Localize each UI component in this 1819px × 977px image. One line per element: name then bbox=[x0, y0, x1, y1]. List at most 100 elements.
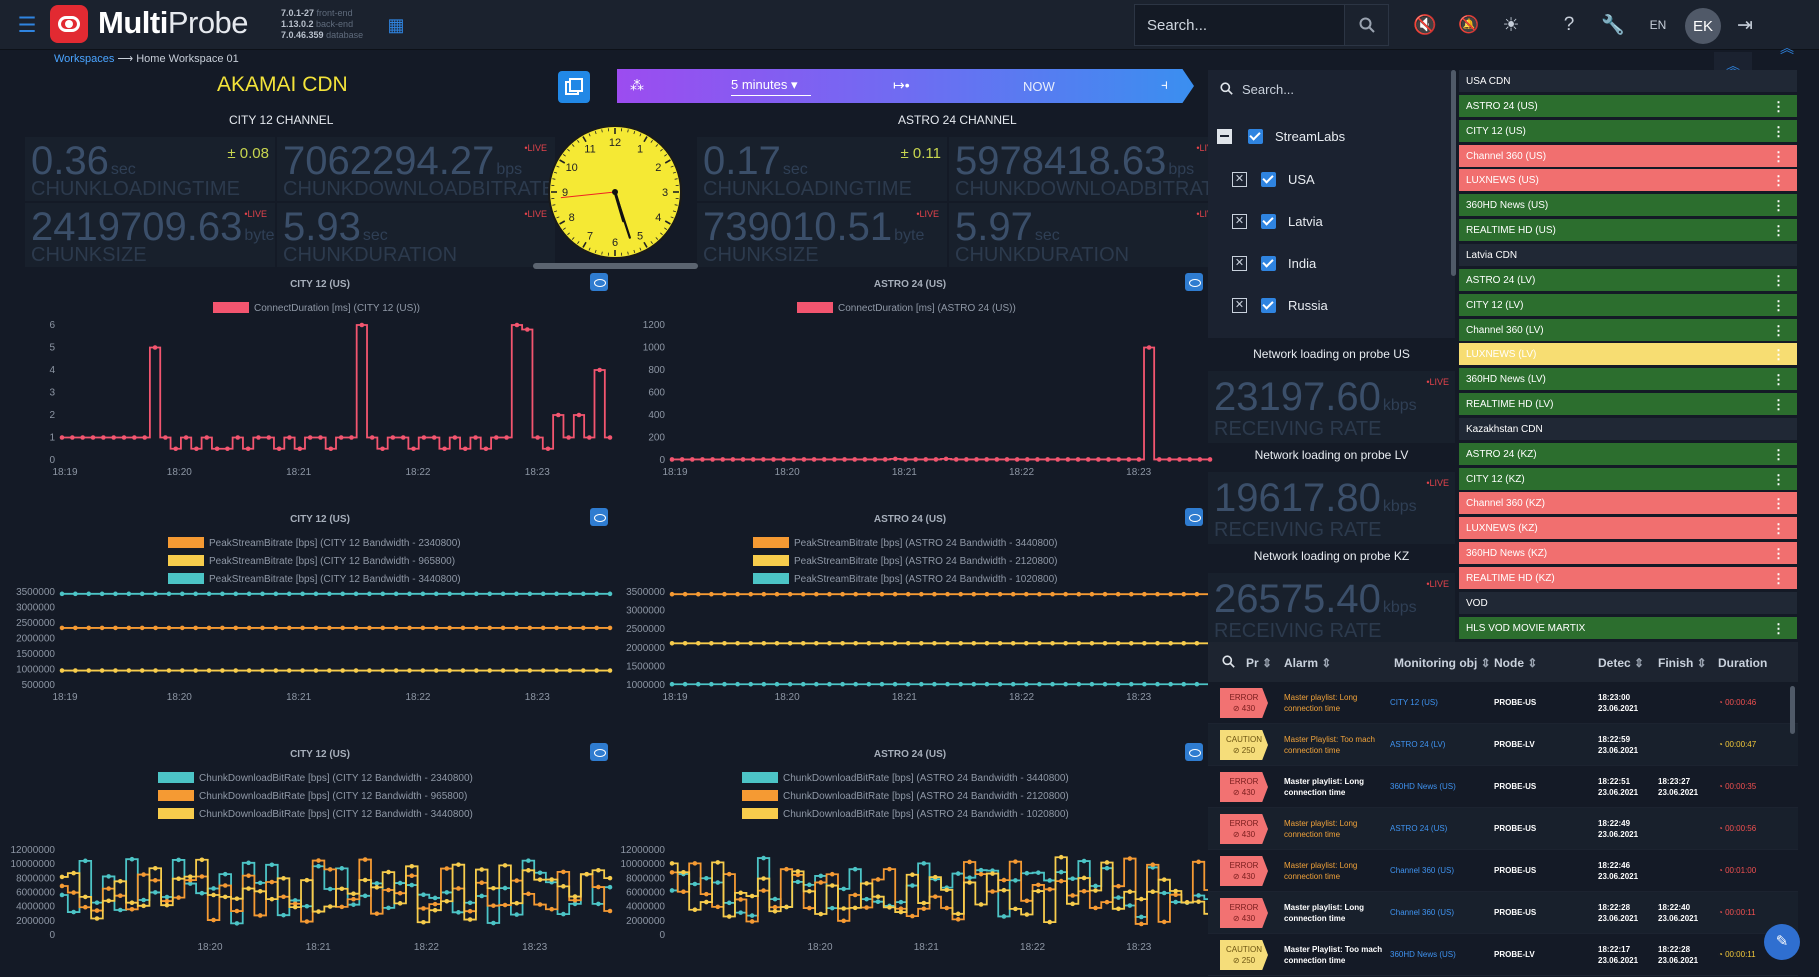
jump-icon[interactable]: ↦• bbox=[893, 77, 910, 93]
column-header[interactable]: Pr ⇕ bbox=[1246, 656, 1273, 670]
kebab-menu-icon[interactable]: ⋮ bbox=[1772, 446, 1785, 462]
now-button[interactable]: NOW bbox=[1023, 79, 1055, 94]
channel-item[interactable]: Channel 360 (KZ) ⋮ bbox=[1459, 492, 1797, 516]
kebab-menu-icon[interactable]: ⋮ bbox=[1772, 173, 1785, 189]
column-header[interactable]: Monitoring obj ⇕ bbox=[1394, 656, 1491, 670]
column-header[interactable]: Duration bbox=[1718, 656, 1768, 670]
remove-icon[interactable]: ✕ bbox=[1232, 172, 1247, 187]
kebab-menu-icon[interactable]: ⋮ bbox=[1772, 198, 1785, 214]
filter-item-latvia[interactable]: ✕ Latvia bbox=[1232, 214, 1323, 229]
table-row[interactable]: ERROR ⊘ 430 Master playlist: Long connecti… bbox=[1208, 808, 1798, 850]
eye-toggle-icon[interactable] bbox=[590, 508, 608, 526]
dashboard-grid-icon[interactable]: ▦ bbox=[387, 14, 405, 35]
collapse-group-icon[interactable] bbox=[1217, 129, 1232, 144]
monitoring-object-link[interactable]: ASTRO 24 (US) bbox=[1390, 824, 1448, 833]
filter-scrollbar[interactable] bbox=[1451, 70, 1456, 276]
monitoring-object-link[interactable]: Channel 360 (US) bbox=[1390, 908, 1455, 917]
breadcrumb-link-workspaces[interactable]: Workspaces bbox=[54, 53, 115, 65]
kebab-menu-icon[interactable]: ⋮ bbox=[1772, 272, 1785, 288]
column-header[interactable]: Finish ⇕ bbox=[1658, 656, 1707, 670]
eye-toggle-icon[interactable] bbox=[590, 273, 608, 291]
channel-item[interactable]: CITY 12 (US) ⋮ bbox=[1459, 119, 1797, 143]
channel-item[interactable]: Channel 360 (US) ⋮ bbox=[1459, 144, 1797, 168]
kebab-menu-icon[interactable]: ⋮ bbox=[1772, 223, 1785, 239]
eye-toggle-icon[interactable] bbox=[1185, 273, 1203, 291]
monitoring-object-link[interactable]: 360HD News (US) bbox=[1390, 950, 1456, 959]
alarm-scrollbar[interactable] bbox=[1790, 686, 1795, 734]
eye-toggle-icon[interactable] bbox=[590, 743, 608, 761]
remove-icon[interactable]: ✕ bbox=[1232, 214, 1247, 229]
column-header[interactable]: Node ⇕ bbox=[1494, 656, 1538, 670]
column-header[interactable]: Alarm ⇕ bbox=[1284, 656, 1332, 670]
scheme-icon[interactable]: ⁂ bbox=[630, 77, 644, 93]
kebab-menu-icon[interactable]: ⋮ bbox=[1772, 546, 1785, 562]
sort-icon[interactable]: ⇕ bbox=[1258, 656, 1273, 670]
filter-item-russia[interactable]: ✕ Russia bbox=[1232, 298, 1328, 313]
channel-item[interactable]: REALTIME HD (LV) ⋮ bbox=[1459, 393, 1797, 417]
help-icon[interactable]: ? bbox=[1563, 14, 1575, 35]
kebab-menu-icon[interactable]: ⋮ bbox=[1772, 98, 1785, 114]
checkbox-russia[interactable] bbox=[1261, 298, 1276, 313]
channel-group-header[interactable]: Kazakhstan CDN bbox=[1459, 417, 1797, 441]
edit-icon[interactable]: ✎ bbox=[1764, 924, 1800, 960]
kebab-menu-icon[interactable]: ⋮ bbox=[1772, 347, 1785, 363]
sort-icon[interactable]: ⇕ bbox=[1318, 656, 1332, 670]
channel-group-header[interactable]: Latvia CDN bbox=[1459, 243, 1797, 267]
table-row[interactable]: ERROR ⊘ 430 Master playlist: Long connecti… bbox=[1208, 682, 1798, 724]
eye-toggle-icon[interactable] bbox=[1185, 743, 1203, 761]
language-selector[interactable]: EN bbox=[1649, 18, 1667, 32]
search-input[interactable]: Search... bbox=[1134, 4, 1345, 46]
channel-item[interactable]: CITY 12 (KZ) ⋮ bbox=[1459, 467, 1797, 491]
table-row[interactable]: CAUTION ⊘ 250 Master Playlist: Too mach co… bbox=[1208, 724, 1798, 766]
channel-item[interactable]: ASTRO 24 (KZ) ⋮ bbox=[1459, 442, 1797, 466]
channel-item[interactable]: HLS VOD MOVIE MARTIX ⋮ bbox=[1459, 616, 1797, 640]
monitoring-object-link[interactable]: 360HD News (US) bbox=[1390, 782, 1456, 791]
table-row[interactable]: ERROR ⊘ 430 Master playlist: Long connecti… bbox=[1208, 892, 1798, 934]
hamburger-menu-icon[interactable]: ☰ bbox=[17, 13, 37, 37]
filter-search-input[interactable]: Search... bbox=[1208, 70, 1448, 108]
filter-item-india[interactable]: ✕ India bbox=[1232, 256, 1316, 271]
remove-icon[interactable]: ✕ bbox=[1232, 256, 1247, 271]
toggle-view-button[interactable] bbox=[558, 71, 590, 103]
kebab-menu-icon[interactable]: ⋮ bbox=[1772, 496, 1785, 512]
channel-item[interactable]: LUXNEWS (LV) ⋮ bbox=[1459, 343, 1797, 367]
time-range-select[interactable]: 5 minutes ▾ bbox=[731, 77, 811, 96]
monitoring-object-link[interactable]: CITY 12 (US) bbox=[1390, 698, 1438, 707]
kebab-menu-icon[interactable]: ⋮ bbox=[1772, 148, 1785, 164]
kebab-menu-icon[interactable]: ⋮ bbox=[1772, 471, 1785, 487]
checkbox-streamlabs[interactable] bbox=[1248, 129, 1263, 144]
channel-item[interactable]: ASTRO 24 (US) ⋮ bbox=[1459, 94, 1797, 118]
table-row[interactable]: CAUTION ⊘ 250 Master Playlist: Too mach co… bbox=[1208, 934, 1798, 976]
channel-item[interactable]: ASTRO 24 (LV) ⋮ bbox=[1459, 268, 1797, 292]
clock-scrollbar[interactable] bbox=[533, 263, 698, 269]
monitoring-object-link[interactable]: Channel 360 (US) bbox=[1390, 866, 1455, 875]
remove-icon[interactable]: ✕ bbox=[1232, 298, 1247, 313]
kebab-menu-icon[interactable]: ⋮ bbox=[1772, 372, 1785, 388]
search-icon[interactable] bbox=[1222, 655, 1235, 668]
wrench-icon[interactable]: 🔧 bbox=[1601, 15, 1625, 36]
channel-item[interactable]: LUXNEWS (US) ⋮ bbox=[1459, 169, 1797, 193]
channel-item[interactable]: LUXNEWS (KZ) ⋮ bbox=[1459, 517, 1797, 541]
channel-group-header[interactable]: USA CDN bbox=[1459, 70, 1797, 93]
kebab-menu-icon[interactable]: ⋮ bbox=[1772, 297, 1785, 313]
kebab-menu-icon[interactable]: ⋮ bbox=[1772, 123, 1785, 139]
channel-item[interactable]: CITY 12 (LV) ⋮ bbox=[1459, 293, 1797, 317]
channel-group-header[interactable]: VOD bbox=[1459, 591, 1797, 615]
sort-icon[interactable]: ⇕ bbox=[1477, 656, 1491, 670]
kebab-menu-icon[interactable]: ⋮ bbox=[1772, 571, 1785, 586]
sort-icon[interactable]: ⇕ bbox=[1693, 656, 1707, 670]
channel-item[interactable]: REALTIME HD (KZ) ⋮ bbox=[1459, 567, 1797, 590]
mute-icon[interactable]: 🔇 bbox=[1413, 15, 1437, 36]
checkbox-usa[interactable] bbox=[1261, 172, 1276, 187]
channel-item[interactable]: Channel 360 (LV) ⋮ bbox=[1459, 318, 1797, 342]
channel-item[interactable]: 360HD News (US) ⋮ bbox=[1459, 194, 1797, 218]
filter-item-usa[interactable]: ✕ USA bbox=[1232, 172, 1315, 187]
sort-icon[interactable]: ⇕ bbox=[1630, 656, 1645, 670]
monitoring-object-link[interactable]: ASTRO 24 (LV) bbox=[1390, 740, 1446, 749]
search-icon[interactable] bbox=[1345, 4, 1389, 46]
checkbox-latvia[interactable] bbox=[1261, 214, 1276, 229]
pin-icon[interactable]: ⫞ bbox=[1161, 76, 1168, 92]
logout-icon[interactable]: ⇥ bbox=[1737, 14, 1753, 36]
kebab-menu-icon[interactable]: ⋮ bbox=[1772, 397, 1785, 413]
kebab-menu-icon[interactable]: ⋮ bbox=[1772, 521, 1785, 537]
